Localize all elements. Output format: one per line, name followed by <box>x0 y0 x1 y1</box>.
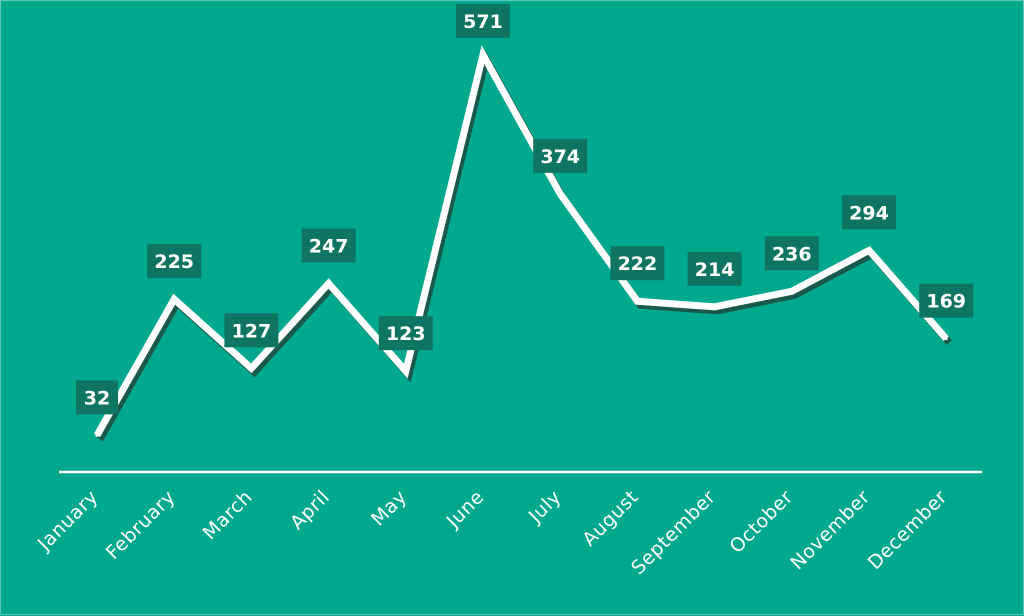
data-label-box <box>378 316 433 351</box>
data-point-december <box>944 337 948 341</box>
data-label-box <box>533 138 588 173</box>
data-point-september <box>713 305 717 309</box>
data-label-box <box>76 380 118 415</box>
x-tick-label-june: June <box>442 486 489 533</box>
drop-lines <box>96 54 948 472</box>
data-label-box <box>764 236 819 271</box>
data-label-box <box>919 283 974 318</box>
data-label-box <box>224 313 279 348</box>
data-label-box <box>610 246 665 281</box>
data-label-july: 374 <box>533 138 588 173</box>
x-tick-label-december: December <box>864 486 952 574</box>
data-labels: 32 225 127 247 123 571 374 222 214 236 294 169 <box>76 4 974 415</box>
data-label-december: 169 <box>919 283 974 318</box>
data-label-box <box>456 4 510 38</box>
data-label-box <box>842 195 896 230</box>
data-label-value: 127 <box>232 320 272 342</box>
data-point-march <box>249 366 253 370</box>
x-tick-label-october: October <box>726 486 798 558</box>
data-label-box <box>301 228 356 263</box>
data-label-value: 169 <box>926 291 966 313</box>
data-label-value: 225 <box>154 251 194 273</box>
data-point-february <box>172 297 176 301</box>
x-tick-label-april: April <box>286 486 334 534</box>
data-label-april: 247 <box>301 228 356 263</box>
data-label-value: 222 <box>618 253 658 275</box>
data-label-box <box>147 244 202 279</box>
data-label-value: 294 <box>849 202 889 224</box>
data-point-july <box>558 192 562 196</box>
x-tick-label-july: July <box>524 486 566 528</box>
data-point-november <box>867 248 871 252</box>
data-point-june <box>481 53 485 57</box>
series-line <box>93 45 949 438</box>
data-label-june: 571 <box>456 4 510 38</box>
data-label-value: 571 <box>463 11 503 33</box>
x-tick-labels: January February March April May June July Augu… <box>33 486 952 579</box>
series-line-shadow <box>96 49 952 442</box>
x-tick-label-november: November <box>786 486 874 574</box>
data-label-value: 374 <box>540 146 580 168</box>
data-label-november: 294 <box>842 195 896 230</box>
data-label-box <box>687 251 742 286</box>
data-label-may: 123 <box>378 316 433 351</box>
x-tick-label-february: February <box>102 486 180 564</box>
x-tick-label-march: March <box>199 486 257 544</box>
data-label-value: 247 <box>309 236 349 258</box>
data-point-october <box>790 289 794 293</box>
data-point-april <box>327 282 331 286</box>
x-tick-label-january: January <box>33 486 103 556</box>
data-label-value: 236 <box>772 243 812 265</box>
data-point-may <box>404 369 408 373</box>
data-point-august <box>635 299 639 303</box>
data-label-value: 214 <box>695 259 735 281</box>
data-point-january <box>95 433 99 437</box>
data-label-october: 236 <box>764 236 819 271</box>
data-label-march: 127 <box>224 313 279 348</box>
series-line-group <box>93 45 952 442</box>
x-tick-label-august: August <box>578 486 643 551</box>
data-label-august: 222 <box>610 246 665 281</box>
data-label-january: 32 <box>76 380 118 415</box>
x-tick-label-may: May <box>367 486 411 530</box>
data-label-september: 214 <box>687 251 742 286</box>
data-label-value: 123 <box>386 323 426 345</box>
data-label-february: 225 <box>147 244 202 279</box>
data-label-value: 32 <box>84 387 110 409</box>
